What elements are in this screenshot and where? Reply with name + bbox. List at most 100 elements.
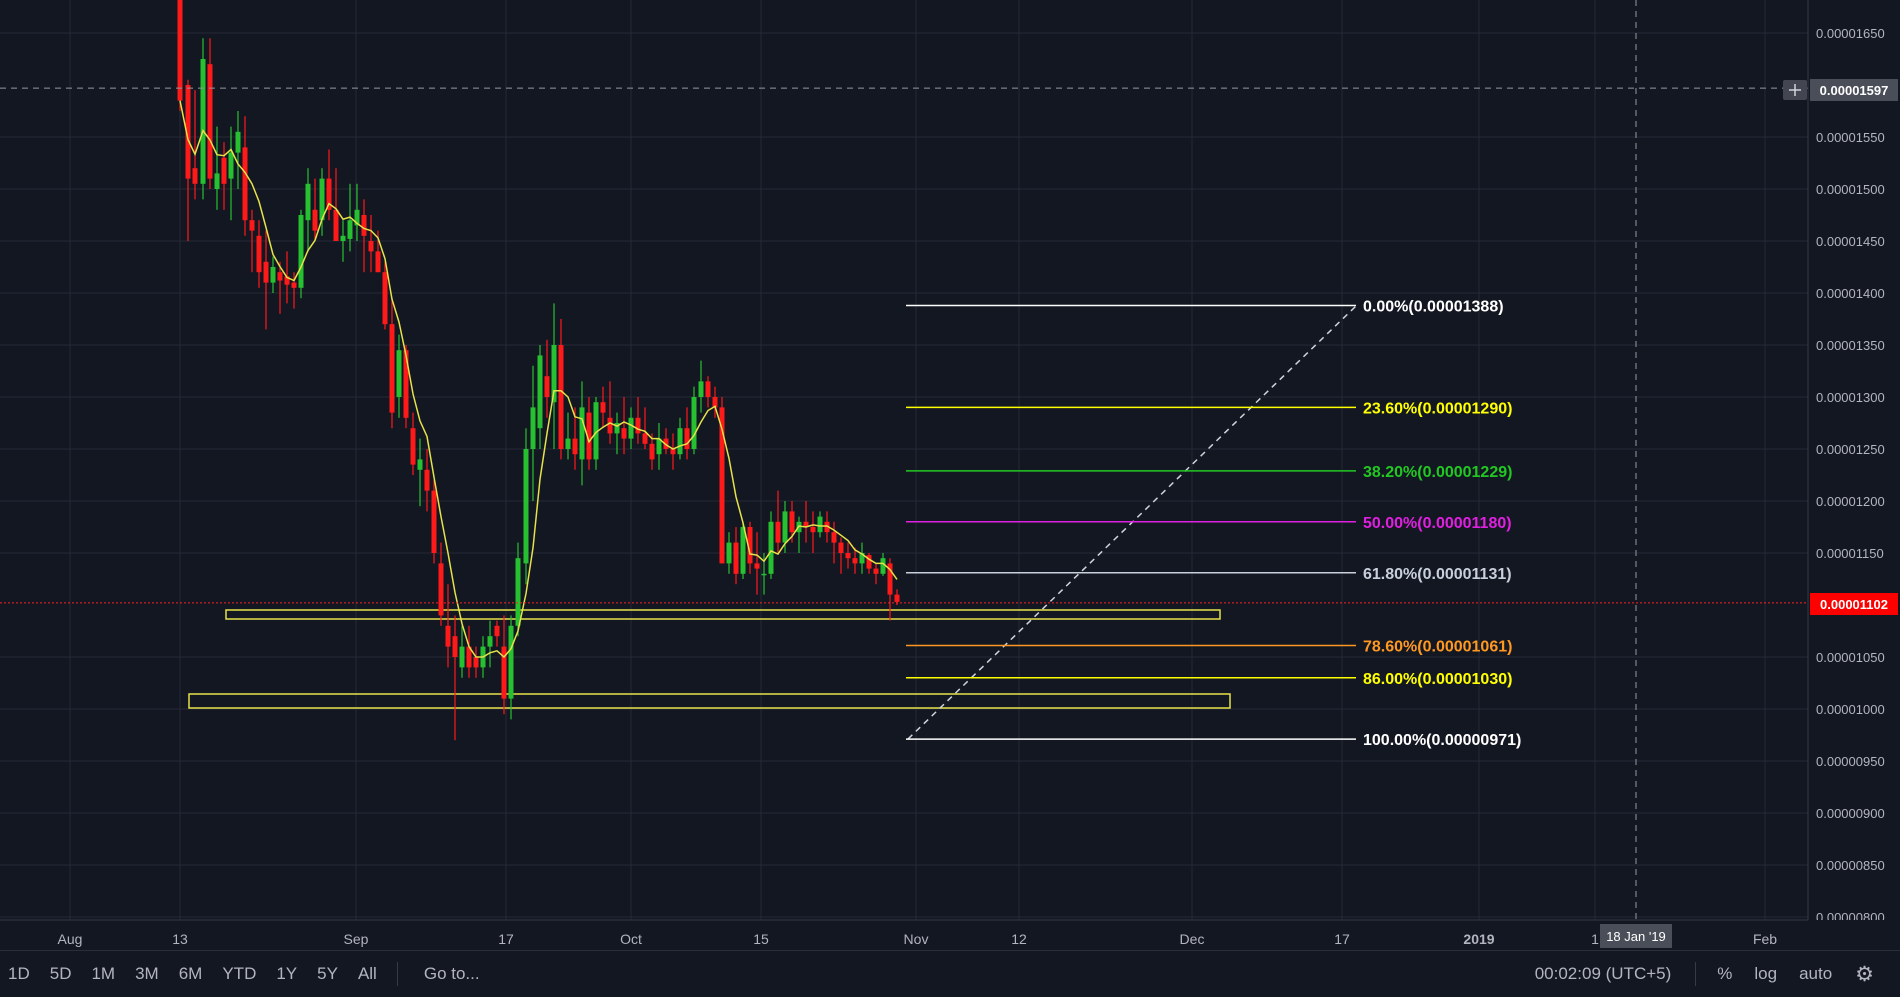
crosshair-price-badge — [1810, 79, 1898, 101]
time-tick-label: 13 — [172, 931, 188, 947]
fib-level-label: 86.00%(0.00001030) — [1363, 671, 1512, 688]
candle-body — [403, 350, 409, 418]
time-tick-label: Nov — [904, 931, 929, 947]
candle-body — [649, 443, 655, 460]
candle-body — [312, 209, 318, 231]
time-axis[interactable]: Aug 13 Sep 17 Oct 15 Nov 12 Dec 17 2019 1 Feb 18 Jan… — [0, 919, 1900, 950]
price-tick-label: 0.00001550 — [1816, 130, 1885, 145]
candle-body — [424, 469, 430, 491]
gear-icon[interactable]: ⚙ — [1855, 962, 1874, 986]
candle-body — [263, 261, 269, 283]
candle-body — [452, 636, 458, 657]
percent-scale-button[interactable]: % — [1717, 964, 1733, 983]
candle-body — [593, 402, 599, 460]
price-tick-label: 0.00001650 — [1816, 26, 1885, 41]
crosshair-date-badge — [1600, 924, 1672, 948]
candle-body — [515, 558, 521, 626]
fib-level-label: 78.60%(0.00001061) — [1363, 639, 1512, 656]
candle-body — [242, 147, 248, 221]
price-tick-label: 0.00000850 — [1816, 858, 1885, 873]
fib-level-label: 0.00%(0.00001388) — [1363, 298, 1504, 315]
candle-body — [382, 272, 388, 325]
fib-level-label: 50.00%(0.00001180) — [1363, 515, 1512, 532]
support-zone — [225, 609, 1221, 620]
candle-body — [537, 355, 543, 429]
candle-body — [438, 563, 444, 616]
time-tick-label: 17 — [1334, 931, 1350, 947]
candle-body — [207, 64, 213, 179]
candle-body — [565, 438, 571, 449]
candle-body — [326, 178, 332, 210]
time-tick-label: Sep — [344, 931, 369, 947]
price-tick-label: 0.00001350 — [1816, 338, 1885, 353]
period-button-1y[interactable]: 1Y — [276, 964, 298, 983]
crosshair-date-label: 18 Jan '19 — [1606, 929, 1666, 944]
candle-body — [719, 407, 725, 564]
candle-body — [733, 542, 739, 574]
toolbar-divider — [1695, 962, 1697, 986]
time-tick-label: Oct — [620, 931, 642, 947]
candle-body — [747, 527, 753, 564]
candle-body — [810, 527, 816, 533]
fibonacci-retracement[interactable]: 0.00%(0.00001388) 23.60%(0.00001290) 38.20… — [906, 298, 1521, 749]
candle-body — [221, 157, 227, 184]
candle-body — [831, 532, 837, 543]
candle-body — [558, 345, 564, 449]
goto-button[interactable]: Go to... — [423, 964, 480, 983]
candle-body — [677, 428, 683, 455]
period-button-1m[interactable]: 1M — [91, 964, 116, 983]
candle-body — [705, 381, 711, 397]
candle-body — [177, 0, 183, 101]
time-tick-label: Dec — [1180, 931, 1205, 947]
candle-body — [656, 438, 662, 455]
candle-body — [698, 381, 704, 397]
candle-body — [880, 558, 886, 574]
candle-body — [621, 428, 627, 439]
candle-body — [544, 376, 550, 397]
candle-body — [473, 657, 479, 668]
candle-body — [284, 276, 290, 285]
candle-body — [431, 490, 437, 553]
period-button-ytd[interactable]: YTD — [222, 964, 257, 983]
auto-scale-button[interactable]: auto — [1799, 964, 1833, 983]
candle-body — [775, 521, 781, 543]
period-button-1d[interactable]: 1D — [8, 964, 30, 983]
log-scale-button[interactable]: log — [1754, 964, 1778, 983]
candlestick-series — [177, 0, 900, 741]
period-button-all[interactable]: All — [357, 964, 377, 983]
candle-body — [761, 573, 767, 576]
candle-body — [866, 555, 872, 569]
time-tick-label: 1 — [1591, 931, 1599, 947]
crosshair-price-label: 0.00001597 — [1820, 83, 1889, 98]
candle-body — [298, 215, 304, 288]
price-tick-label: 0.00001250 — [1816, 442, 1885, 457]
period-button-5d[interactable]: 5D — [49, 964, 72, 983]
price-axis[interactable]: 0.00001650 0.00001550 0.00001500 0.00001450… — [1783, 0, 1900, 925]
candle-body — [768, 521, 774, 574]
period-button-3m[interactable]: 3M — [135, 964, 159, 983]
price-tick-label: 0.00001200 — [1816, 494, 1885, 509]
candle-body — [347, 220, 353, 239]
candle-body — [200, 59, 206, 184]
candle-body — [508, 625, 514, 699]
bottom-toolbar: 1D 5D 1M 3M 6M YTD 1Y 5Y All Go to... 00:02:09 (… — [0, 950, 1900, 997]
candle-body — [824, 521, 830, 533]
price-tick-label: 0.00000950 — [1816, 754, 1885, 769]
fib-level-label: 100.00%(0.00000971) — [1363, 732, 1521, 749]
crosshair-plus-icon[interactable] — [1783, 80, 1807, 100]
period-button-5y[interactable]: 5Y — [317, 964, 338, 983]
candle-body — [494, 625, 500, 637]
period-button-6m[interactable]: 6M — [178, 964, 203, 983]
candle-body — [235, 131, 241, 153]
candle-body — [740, 527, 746, 574]
clock-label[interactable]: 00:02:09 (UTC+5) — [1534, 964, 1672, 983]
candle-body — [894, 594, 900, 602]
candle-body — [361, 215, 367, 236]
time-tick-label: 17 — [498, 931, 514, 947]
candle-body — [628, 417, 634, 439]
price-tick-label: 0.00001300 — [1816, 390, 1885, 405]
candle-body — [368, 241, 374, 252]
candle-body — [873, 568, 879, 574]
